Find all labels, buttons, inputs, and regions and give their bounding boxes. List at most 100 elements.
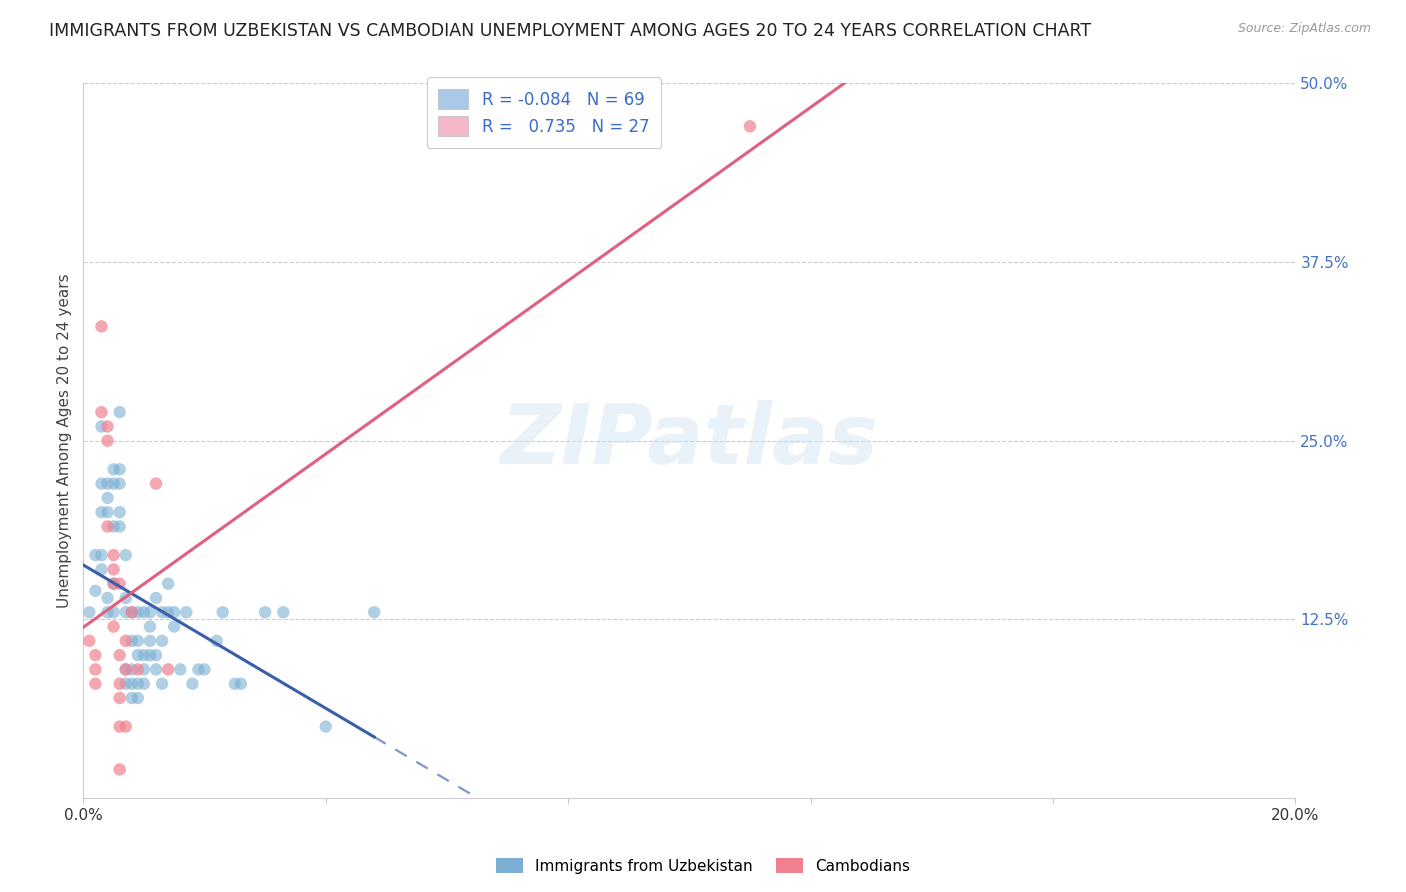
Point (150, 605, 173, 619)
Point (108, 720, 131, 734)
Point (108, 462, 131, 476)
Point (150, 677, 173, 691)
Point (145, 591, 167, 605)
Point (96, 419, 118, 434)
Point (103, 476, 125, 491)
Point (114, 633, 136, 648)
Point (157, 576, 180, 591)
Point (103, 519, 125, 533)
Point (108, 691, 131, 706)
Point (132, 677, 155, 691)
Point (79, 605, 101, 619)
Point (84, 648, 107, 662)
Y-axis label: Unemployment Among Ages 20 to 24 years: Unemployment Among Ages 20 to 24 years (58, 274, 72, 608)
Point (108, 576, 131, 591)
Legend: Immigrants from Uzbekistan, Cambodians: Immigrants from Uzbekistan, Cambodians (489, 852, 917, 880)
Point (139, 619, 162, 633)
Point (108, 677, 131, 691)
Point (139, 648, 162, 662)
Point (96, 519, 118, 533)
Point (157, 662, 180, 676)
Point (127, 648, 149, 662)
Point (90, 562, 112, 576)
Point (108, 763, 131, 777)
Point (114, 677, 136, 691)
Point (121, 633, 143, 648)
Point (229, 677, 252, 691)
Point (181, 677, 204, 691)
Point (84, 662, 107, 676)
Point (114, 720, 136, 734)
Point (84, 677, 107, 691)
Point (90, 476, 112, 491)
Point (163, 605, 186, 619)
Point (103, 576, 125, 591)
Point (224, 677, 246, 691)
Point (176, 605, 198, 619)
Point (132, 662, 155, 676)
Point (114, 548, 136, 562)
Point (84, 548, 107, 562)
Point (90, 319, 112, 334)
Point (90, 419, 112, 434)
Point (271, 605, 294, 619)
Point (84, 583, 107, 598)
Point (157, 605, 180, 619)
Point (211, 605, 233, 619)
Point (193, 662, 215, 676)
Text: Source: ZipAtlas.com: Source: ZipAtlas.com (1237, 22, 1371, 36)
Point (738, 120, 761, 134)
Point (114, 591, 136, 605)
Point (363, 605, 385, 619)
Point (108, 519, 131, 533)
Point (103, 619, 125, 633)
Point (103, 605, 125, 619)
Point (108, 476, 131, 491)
Point (127, 605, 149, 619)
Point (121, 605, 143, 619)
Text: IMMIGRANTS FROM UZBEKISTAN VS CAMBODIAN UNEMPLOYMENT AMONG AGES 20 TO 24 YEARS C: IMMIGRANTS FROM UZBEKISTAN VS CAMBODIAN … (49, 22, 1091, 40)
Point (108, 405, 131, 419)
Point (169, 662, 191, 676)
Point (108, 505, 131, 519)
Point (127, 677, 149, 691)
Point (121, 605, 143, 619)
Point (315, 720, 337, 734)
Point (121, 691, 143, 706)
Point (127, 633, 149, 648)
Point (150, 633, 173, 648)
Point (96, 476, 118, 491)
Point (145, 476, 167, 491)
Point (254, 605, 277, 619)
Point (114, 662, 136, 676)
Point (132, 648, 155, 662)
Point (103, 562, 125, 576)
Point (103, 576, 125, 591)
Point (103, 548, 125, 562)
Point (96, 434, 118, 448)
Point (90, 405, 112, 419)
Point (145, 662, 167, 676)
Point (108, 648, 131, 662)
Point (121, 662, 143, 676)
Point (139, 605, 162, 619)
Point (96, 605, 118, 619)
Point (139, 633, 162, 648)
Point (114, 662, 136, 676)
Point (127, 662, 149, 676)
Point (96, 591, 118, 605)
Point (90, 505, 112, 519)
Point (121, 677, 143, 691)
Point (96, 491, 118, 505)
Legend: R = -0.084   N = 69, R =   0.735   N = 27: R = -0.084 N = 69, R = 0.735 N = 27 (427, 78, 661, 148)
Point (79, 633, 101, 648)
Text: ZIPatlas: ZIPatlas (501, 401, 879, 482)
Point (205, 633, 228, 648)
Point (96, 505, 118, 519)
Point (103, 462, 125, 476)
Point (114, 605, 136, 619)
Point (187, 662, 209, 676)
Point (90, 548, 112, 562)
Point (163, 619, 186, 633)
Point (145, 648, 167, 662)
